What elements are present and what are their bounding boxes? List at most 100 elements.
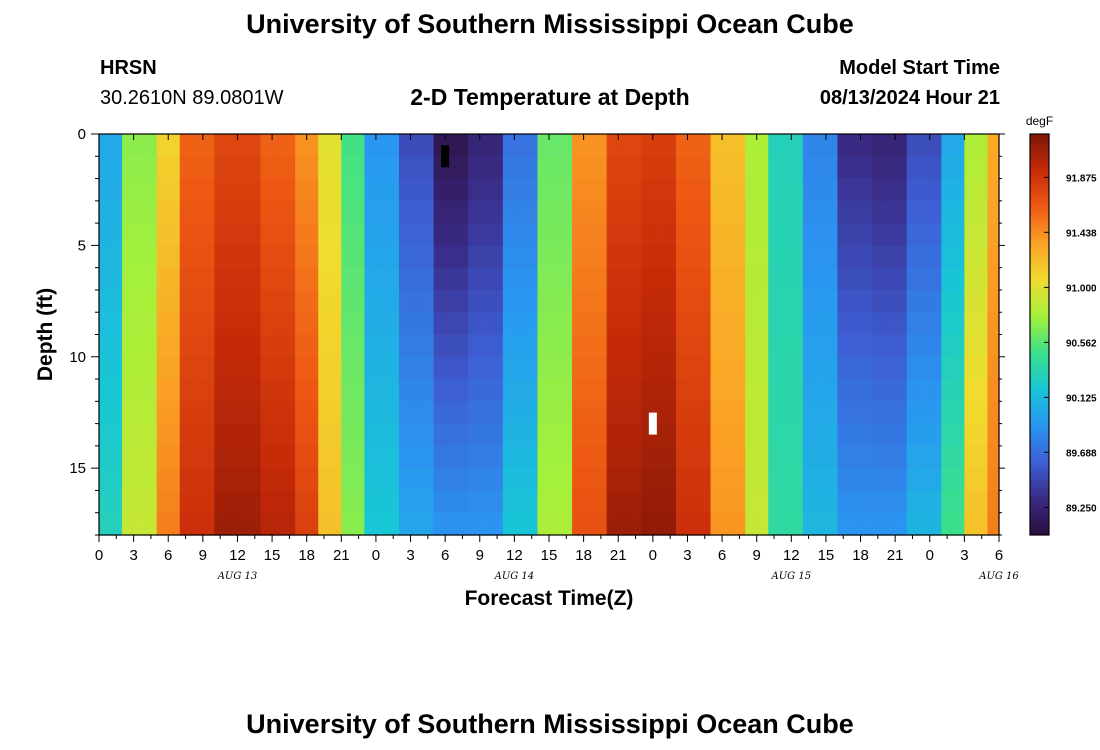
heatmap-cell	[237, 178, 250, 202]
heatmap-cell	[422, 200, 435, 224]
heatmap-cell	[399, 379, 412, 402]
heatmap-cell	[699, 134, 712, 157]
heatmap-cell	[929, 423, 942, 447]
x-tick-label: 0	[649, 547, 657, 564]
heatmap-cell	[987, 490, 1000, 514]
heatmap-cell	[99, 423, 112, 447]
heatmap-cell	[572, 200, 585, 224]
heatmap-cell	[422, 245, 435, 269]
heatmap-cell	[918, 289, 931, 313]
heatmap-cell	[652, 289, 665, 313]
heatmap-cell	[733, 512, 746, 536]
heatmap-cell	[929, 289, 942, 313]
heatmap-cell	[156, 178, 169, 202]
heatmap-cell	[387, 379, 400, 402]
heatmap-cell	[687, 178, 700, 202]
heatmap-cell	[941, 512, 954, 536]
heatmap-cell	[687, 245, 700, 269]
heatmap-cell	[849, 445, 862, 469]
heatmap-cell	[664, 223, 677, 246]
heatmap-cell	[352, 200, 365, 224]
heatmap-cell	[272, 490, 285, 514]
heatmap-cell	[825, 200, 839, 224]
heatmap-cell	[941, 379, 954, 402]
x-tick-label: 15	[541, 547, 558, 564]
heatmap-cell	[537, 468, 550, 492]
heatmap-cell	[964, 379, 977, 402]
heatmap-cell	[802, 267, 815, 291]
heatmap-cell	[895, 334, 908, 358]
heatmap-cell	[341, 334, 354, 358]
heatmap-cell	[99, 312, 112, 336]
heatmap-cell	[110, 468, 123, 492]
heatmap-cell	[249, 512, 262, 536]
heatmap-cell	[745, 223, 758, 246]
heatmap-cell	[710, 445, 723, 469]
heatmap-cell	[537, 245, 550, 269]
heatmap-cell	[941, 401, 954, 425]
heatmap-cell	[745, 356, 758, 380]
heatmap-cell	[237, 379, 250, 402]
heatmap-cell	[514, 468, 527, 492]
colorbar-unit: degF	[1026, 114, 1053, 128]
heatmap-cell	[318, 445, 331, 469]
heatmap-cell	[987, 267, 1000, 291]
heatmap-cell	[399, 312, 412, 336]
heatmap-cell	[237, 468, 250, 492]
heatmap-cell	[572, 178, 585, 202]
heatmap-cell	[214, 401, 227, 425]
heatmap-cell	[952, 178, 965, 202]
heatmap-cell	[549, 200, 562, 224]
heatmap-cell	[618, 356, 631, 380]
heatmap-cell	[722, 312, 735, 336]
heatmap-cell	[341, 312, 354, 336]
heatmap-cell	[202, 178, 215, 202]
heatmap-cell	[583, 423, 596, 447]
heatmap-cell	[629, 468, 642, 492]
heatmap-cell	[595, 223, 608, 246]
heatmap-cell	[699, 223, 712, 246]
heatmap-cell	[260, 490, 273, 514]
heatmap-cell	[722, 468, 735, 492]
heatmap-cell	[629, 245, 642, 269]
heatmap-cell	[687, 490, 700, 514]
heatmap-cell	[364, 334, 377, 358]
heatmap-cell	[814, 200, 827, 224]
heatmap-cell	[122, 200, 135, 224]
heatmap-cell	[733, 156, 746, 180]
heatmap-cell	[491, 289, 504, 313]
heatmap-cell	[883, 512, 896, 536]
heatmap-cell	[849, 245, 862, 269]
heatmap-cell	[283, 156, 296, 180]
heatmap-cell	[410, 401, 423, 425]
heatmap-cell	[652, 223, 665, 246]
heatmap-cell	[99, 267, 112, 291]
heatmap-cell	[872, 468, 885, 492]
heatmap-cell	[883, 156, 896, 180]
heatmap-cell	[191, 423, 204, 447]
heatmap-cell	[560, 134, 573, 157]
heatmap-cell	[825, 356, 839, 380]
heatmap-cell	[99, 223, 112, 246]
heatmap-cell	[191, 200, 204, 224]
heatmap-cell	[745, 134, 758, 157]
heatmap-cell	[606, 401, 619, 425]
heatmap-cell	[572, 134, 585, 157]
colorbar-tick-label: 90.562	[1066, 338, 1097, 349]
heatmap-cell	[110, 401, 123, 425]
heatmap-cell	[710, 312, 723, 336]
heatmap-cell	[456, 200, 469, 224]
heatmap-cell	[883, 289, 896, 313]
heatmap-cell	[249, 379, 262, 402]
heatmap-cell	[606, 223, 619, 246]
heatmap-cell	[445, 445, 458, 469]
heatmap-cell	[399, 490, 412, 514]
heatmap-cell	[837, 334, 850, 358]
heatmap-cell	[249, 245, 262, 269]
heatmap-cell	[502, 512, 515, 536]
heatmap-cell	[572, 379, 585, 402]
heatmap-cell	[687, 200, 700, 224]
heatmap-cell	[687, 312, 700, 336]
heatmap-cell	[583, 445, 596, 469]
heatmap-cell	[479, 379, 492, 402]
